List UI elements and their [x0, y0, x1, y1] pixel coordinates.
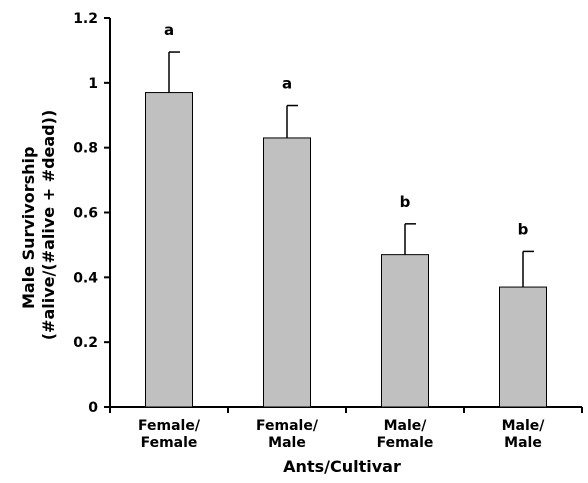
y-tick-label: 0.4 [73, 270, 98, 286]
category-label: Male [504, 435, 542, 451]
y-tick-label: 1.2 [73, 11, 98, 27]
y-axis-title-line1: Male Survivorship [19, 147, 38, 310]
category-label: Male/ [384, 418, 428, 434]
bar [381, 254, 429, 408]
y-axis: 0 0.2 0.4 0.6 0.8 1 1.2 [73, 11, 111, 416]
significance-label: a [282, 75, 292, 93]
category-label: Male/ [502, 418, 546, 434]
category-label: Female/ [256, 418, 319, 434]
category-label: Female [377, 435, 434, 451]
significance-label: b [518, 220, 529, 238]
y-axis-title: Male Survivorship (#alive/(#alive + #dea… [19, 110, 58, 341]
bar [499, 286, 547, 408]
y-tick-label: 1 [88, 76, 98, 92]
significance-label: a [164, 21, 174, 39]
significance-label: b [400, 193, 411, 211]
category-labels: Female/FemaleFemale/MaleMale/FemaleMale/… [138, 418, 545, 451]
y-tick-label: 0 [88, 400, 98, 416]
bar [263, 137, 311, 408]
y-axis-title-line2: (#alive/(#alive + #dead)) [39, 110, 58, 341]
y-tick-label: 0.8 [73, 141, 98, 157]
category-label: Male [268, 435, 306, 451]
category-label: Female/ [138, 418, 201, 434]
y-tick-label: 0.6 [73, 206, 98, 222]
bars: a a b b [145, 21, 547, 408]
bar [145, 92, 193, 408]
x-axis-title: Ants/Cultivar [283, 457, 401, 476]
category-label: Female [141, 435, 198, 451]
x-axis [109, 406, 583, 413]
y-tick-label: 0.2 [73, 335, 98, 351]
